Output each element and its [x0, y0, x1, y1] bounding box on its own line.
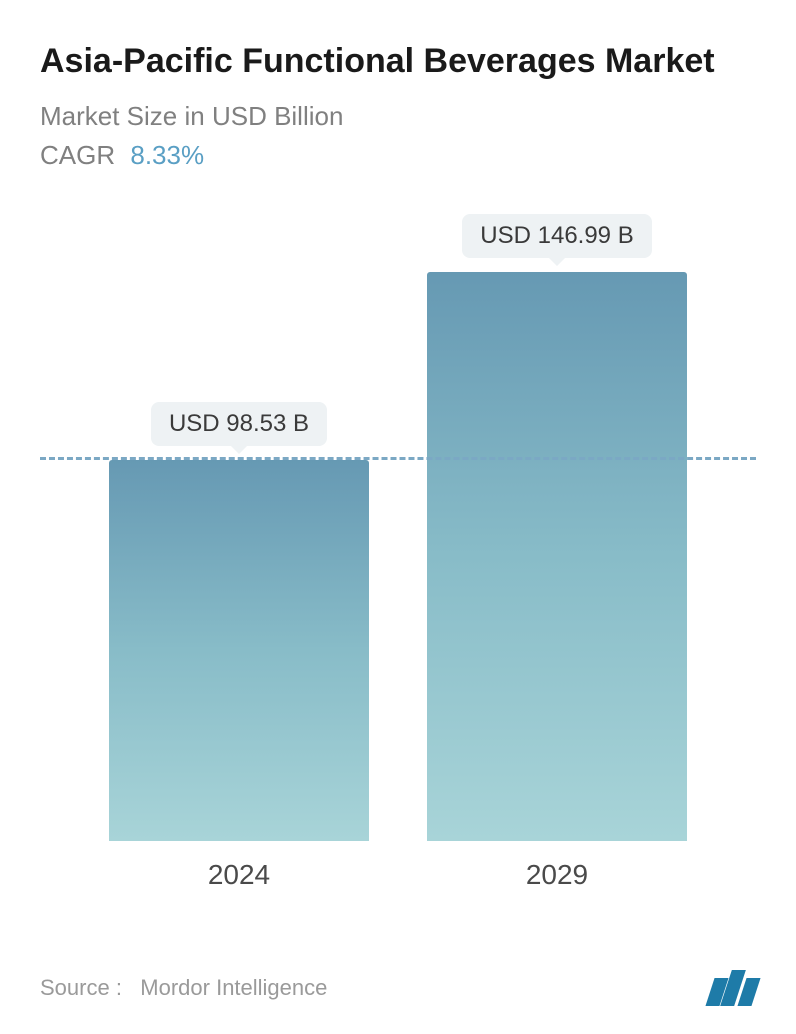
value-label-1: USD 146.99 B — [462, 214, 651, 258]
footer: Source : Mordor Intelligence — [40, 970, 756, 1006]
chart-title: Asia-Pacific Functional Beverages Market — [40, 40, 756, 83]
bars-container: USD 98.53 B USD 146.99 B — [40, 201, 756, 841]
bar-0 — [109, 460, 369, 841]
cagr-row: CAGR 8.33% — [40, 140, 756, 171]
bar-1 — [427, 272, 687, 840]
x-label-0: 2024 — [109, 859, 369, 891]
logo-icon — [710, 970, 756, 1006]
bar-group-1: USD 146.99 B — [427, 214, 687, 840]
cagr-value: 8.33% — [130, 140, 204, 170]
source-label: Source : — [40, 975, 122, 1000]
x-label-1: 2029 — [427, 859, 687, 891]
value-label-0: USD 98.53 B — [151, 402, 327, 446]
bar-group-0: USD 98.53 B — [109, 402, 369, 841]
cagr-label: CAGR — [40, 140, 115, 170]
source-text: Source : Mordor Intelligence — [40, 975, 327, 1001]
x-axis-labels: 2024 2029 — [40, 841, 756, 891]
reference-line — [40, 457, 756, 460]
chart-subtitle: Market Size in USD Billion — [40, 101, 756, 132]
chart-area: USD 98.53 B USD 146.99 B — [40, 201, 756, 841]
source-name: Mordor Intelligence — [140, 975, 327, 1000]
